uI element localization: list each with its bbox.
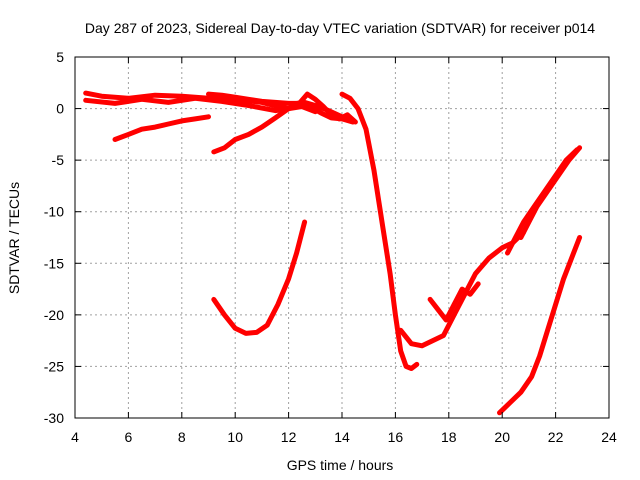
- series-arc-9: [427, 281, 481, 323]
- y-tick-label: -15: [44, 255, 64, 271]
- x-tick-label: 8: [178, 429, 186, 445]
- series-arc-8: [398, 229, 527, 349]
- series-layer: [83, 90, 583, 416]
- x-tick-label: 20: [494, 429, 510, 445]
- y-tick-label: -20: [44, 307, 64, 323]
- series-arc-6: [286, 91, 358, 125]
- x-tick-label: 16: [388, 429, 404, 445]
- y-tick-label: -10: [44, 204, 64, 220]
- y-tick-label: -5: [52, 152, 65, 168]
- x-axis-label: GPS time / hours: [287, 457, 394, 473]
- y-tick-label: -30: [44, 410, 64, 426]
- x-tick-label: 4: [71, 429, 79, 445]
- y-tick-label: 0: [56, 101, 64, 117]
- x-tick-label: 10: [227, 429, 243, 445]
- series-arc-7: [339, 91, 420, 371]
- x-tick-label: 18: [441, 429, 457, 445]
- axis-ticks: 4 6 8 10 12 14 16 18 20 22 24 5 0 -5 -10 -15 -20 -25 -30: [44, 49, 617, 445]
- x-tick-label: 22: [548, 429, 564, 445]
- series-arc-12: [211, 219, 308, 336]
- x-tick-label: 14: [334, 429, 350, 445]
- y-tick-label: -25: [44, 358, 64, 374]
- x-tick-label: 6: [125, 429, 133, 445]
- chart-title: Day 287 of 2023, Sidereal Day-to-day VTE…: [85, 20, 595, 36]
- x-tick-label: 24: [601, 429, 617, 445]
- grid: [75, 57, 609, 418]
- y-axis-label: SDTVAR / TECUs: [6, 182, 22, 294]
- y-tick-label: 5: [56, 49, 64, 65]
- series-arc-13: [497, 235, 583, 416]
- series-arc-11: [518, 145, 583, 240]
- x-tick-label: 12: [281, 429, 297, 445]
- series-arc-4: [112, 114, 211, 142]
